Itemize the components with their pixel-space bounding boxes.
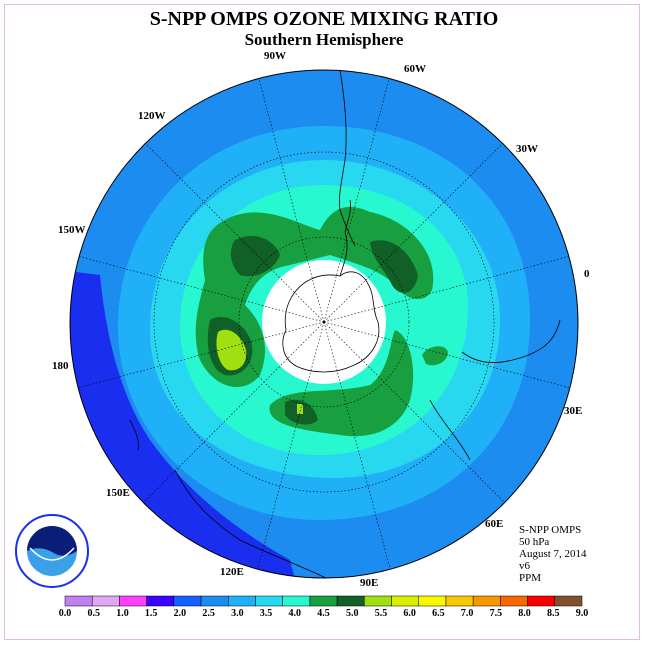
colorbar-swatch	[472, 595, 501, 607]
lon-label: 180	[52, 360, 69, 372]
colorbar-tick-label: 5.0	[345, 608, 359, 619]
new-zealand-coast	[129, 419, 139, 451]
colorbar-tick-label: 0.0	[58, 608, 72, 619]
lon-label: 30E	[564, 405, 583, 417]
lon-label: 150E	[106, 487, 130, 499]
colorbar-tick-label: 2.5	[202, 608, 215, 619]
colorbar-swatch	[91, 595, 120, 607]
colorbar-tick-label: 3.5	[259, 608, 273, 619]
colorbar-swatch	[200, 595, 229, 607]
lon-label: 0	[584, 268, 590, 280]
lon-label: 30W	[516, 143, 538, 155]
lon-label: 60E	[485, 518, 504, 530]
ozone-contour-4.5-c	[422, 346, 448, 366]
info-box: S-NPP OMPS 50 hPa August 7, 2014 v6 PPM	[519, 524, 587, 584]
madagascar-coast	[429, 399, 471, 461]
meridian-line	[256, 321, 325, 574]
instrument-label: S-NPP OMPS	[519, 524, 582, 536]
colorbar-swatch	[146, 595, 175, 607]
meridian-line	[72, 321, 325, 390]
map-subtitle: Southern Hemisphere	[244, 30, 404, 49]
map-title: S-NPP OMPS OZONE MIXING RATIO	[149, 8, 499, 30]
colorbar-tick-label: 1.0	[116, 608, 129, 619]
lon-label: 120E	[220, 566, 244, 578]
colorbar-tick-label: 5.5	[374, 608, 388, 619]
africa-coast	[461, 319, 561, 363]
colorbar-tick-label: 1.5	[144, 608, 158, 619]
colorbar-tick-label: 7.0	[460, 608, 474, 619]
pole-marker	[322, 320, 326, 324]
meridian-line	[323, 321, 576, 390]
meridian-line	[139, 137, 325, 323]
lon-label: 90W	[264, 50, 286, 62]
pressure-label: 50 hPa	[519, 536, 550, 548]
colorbar-tick-label: 2.0	[173, 608, 187, 619]
colorbar-swatch	[336, 595, 365, 607]
noaa-logo	[15, 514, 89, 588]
meridian-line	[139, 321, 325, 507]
colorbar-tick-label: 4.5	[317, 608, 330, 619]
meridian-line	[323, 321, 392, 574]
ozone-contour-5.5-a	[216, 329, 247, 371]
colorbar-tick-label: 4.0	[288, 608, 302, 619]
date-label: August 7, 2014	[519, 548, 587, 560]
colorbar-swatch	[445, 595, 474, 607]
lat-lon-grid	[72, 70, 576, 574]
australia-coast	[174, 469, 331, 578]
meridian-line	[72, 254, 325, 323]
ozone-contour-5.0-b	[370, 240, 418, 293]
colorbar-swatch	[64, 595, 93, 607]
meridian-line	[323, 321, 509, 507]
colorbar-swatch	[173, 595, 202, 607]
lon-label: 150W	[58, 224, 86, 236]
ozone-contour-5.5-b	[297, 404, 303, 414]
lon-label: 120W	[138, 110, 166, 122]
meridian-line	[323, 137, 509, 323]
colorbar-tick-label: 3.0	[231, 608, 244, 619]
colorbar-swatch	[391, 595, 419, 607]
colorbar-swatch	[119, 595, 147, 607]
latitude-circle	[238, 236, 410, 408]
colorbar-swatch	[364, 595, 392, 607]
map-boundary	[69, 69, 579, 579]
colorbar-swatch	[309, 595, 338, 607]
colorbar-swatch	[418, 595, 447, 607]
colorbar-tick-label: 7.5	[489, 608, 503, 619]
meridian-line	[256, 70, 325, 323]
colorbar-tick-label: 8.0	[518, 608, 531, 619]
antarctic-peninsula	[339, 199, 351, 277]
south-america-coast	[339, 70, 356, 247]
lon-label: 60W	[404, 63, 426, 75]
colorbar-swatch	[527, 595, 556, 607]
colorbar-tick-label: 0.5	[87, 608, 100, 619]
colorbar-tick-label: 6.5	[432, 608, 445, 619]
colorbar-tick-label: 9.0	[575, 608, 589, 619]
meridian-line	[323, 70, 392, 323]
figure-frame	[4, 4, 640, 640]
colorbar	[64, 595, 583, 607]
ozone-contour-5.0-a	[230, 235, 280, 277]
latitude-circle	[153, 151, 495, 493]
colorbar-tick-label: 6.0	[403, 608, 416, 619]
colorbar-swatch	[228, 595, 256, 607]
colorbar-swatch	[554, 595, 583, 607]
version-label: v6	[519, 560, 530, 572]
meridian-line	[323, 254, 576, 323]
coastlines	[129, 70, 561, 578]
colorbar-swatch	[282, 595, 311, 607]
units-label: PPM	[519, 572, 542, 584]
lon-label: 90E	[360, 577, 379, 589]
colorbar-tick-label: 8.5	[547, 608, 560, 619]
colorbar-swatch	[255, 595, 283, 607]
colorbar-swatch	[500, 595, 528, 607]
